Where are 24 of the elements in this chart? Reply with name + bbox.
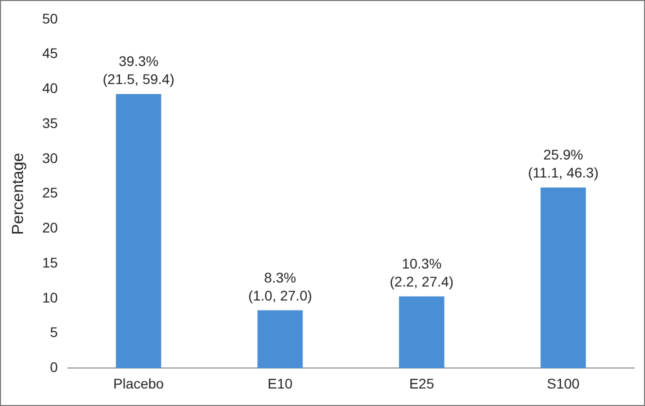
x-tick-label: E10 [268,375,293,392]
x-tick-label: S100 [546,375,580,392]
y-tick-label: 20 [42,220,58,236]
y-tick-label: 5 [50,324,58,340]
y-tick-label: 0 [50,359,58,376]
y-tick-label: 35 [42,114,58,131]
bar [399,296,444,368]
data-label: 8.3% (1.0, 27.0) [248,269,312,304]
y-tick-label: 45 [42,45,58,62]
y-tick-label: 50 [42,10,58,26]
data-label: 25.9% (11.1, 46.3) [528,146,599,181]
y-tick-label: 30 [42,150,58,166]
x-tick-label: Placebo [113,375,164,392]
bar [257,310,303,368]
data-label: 10.3% (2.2, 27.4) [390,255,454,290]
y-tick-label: 15 [42,254,58,270]
y-tick-label: 25 [42,184,58,201]
y-axis-title: Percentage [10,152,28,235]
y-tick-label: 40 [42,80,58,96]
bar [116,94,162,368]
data-label: 39.3% (21.5, 59.4) [102,53,174,88]
x-tick-label: E25 [409,375,434,392]
y-tick-label: 10 [42,289,58,306]
bar [540,188,586,368]
